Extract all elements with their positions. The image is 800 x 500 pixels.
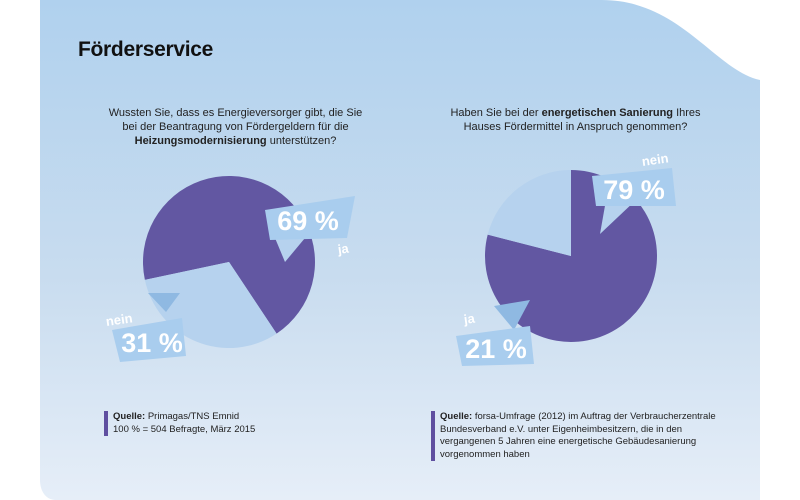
slice-value-nein: 31 % — [121, 328, 183, 358]
question-2-text: Haben Sie bei der — [450, 107, 542, 119]
slice-value-nein-2: 79 % — [603, 175, 665, 205]
source-1-text: Primagas/TNS Emnid — [147, 411, 240, 422]
slice-value-ja-2: 21 % — [465, 334, 527, 364]
slice-label-nein: nein — [105, 310, 134, 329]
source-2-text: forsa-Umfrage (2012) im Auftrag der Verb… — [440, 411, 716, 460]
question-2-tail: Ihres Hauses Fördermittel in Anspruch ge… — [463, 107, 701, 133]
question-2: Haben Sie bei der energetischen Sanierun… — [448, 106, 703, 134]
question-2-bold: energetischen Sanierung — [541, 107, 674, 119]
slice-label-ja: ja — [336, 240, 351, 257]
source-2: Quelle: forsa-Umfrage (2012) im Auftrag … — [431, 411, 740, 461]
question-1-tail: unterstützen? — [266, 135, 337, 147]
label-box-31 — [112, 318, 186, 362]
pie-slice-ja — [487, 169, 571, 256]
label-pointer-79 — [600, 200, 636, 234]
source-1-label: Quelle: — [113, 411, 146, 422]
label-pointer-69 — [275, 238, 305, 262]
slice-value-ja: 69 % — [277, 206, 339, 236]
question-1-bold: Heizungsmodernisierung — [134, 135, 267, 147]
label-box-69 — [265, 196, 355, 240]
slice-label-nein-2: nein — [641, 150, 670, 169]
question-1: Wussten Sie, dass es Energieversorger gi… — [108, 106, 363, 148]
label-pointer-21 — [494, 300, 530, 330]
background-panel — [40, 0, 760, 500]
question-1-text: Wussten Sie, dass es Energieversorger gi… — [108, 107, 363, 133]
source-1-note: 100 % = 504 Befragte, März 2015 — [113, 423, 256, 435]
pie-chart-2: 79 % nein 21 % ja — [456, 150, 676, 366]
label-box-21 — [456, 326, 534, 366]
pie-chart-1: 69 % ja 31 % nein — [105, 175, 355, 362]
page-title: Förderservice — [78, 38, 214, 61]
label-box-79 — [592, 168, 676, 206]
slice-label-ja-2: ja — [462, 310, 477, 327]
label-pointer-31 — [148, 293, 180, 312]
source-2-label: Quelle: — [440, 411, 473, 422]
source-1: Quelle: Primagas/TNS Emnid 100 % = 504 Be… — [104, 411, 353, 436]
